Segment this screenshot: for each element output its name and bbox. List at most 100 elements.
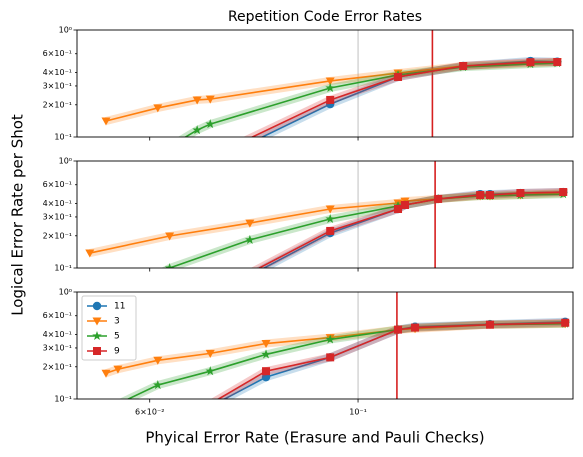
- plot-area: [101, 292, 570, 457]
- marker: [325, 83, 335, 93]
- plot-area: [101, 30, 563, 229]
- marker: [86, 371, 94, 379]
- marker: [193, 165, 201, 173]
- marker: [326, 95, 335, 104]
- y-tick-label: 2×10⁻¹: [43, 231, 72, 240]
- legend-label: 3: [114, 317, 120, 327]
- marker: [206, 153, 214, 161]
- marker: [192, 125, 202, 135]
- plot-area: [85, 161, 569, 389]
- y-tick-label: 2×10⁻¹: [43, 362, 72, 371]
- legend-marker: [92, 317, 102, 326]
- marker: [193, 161, 201, 169]
- legend-box: [81, 295, 137, 361]
- marker: [526, 58, 535, 67]
- marker: [561, 318, 570, 327]
- series-line: [105, 322, 566, 375]
- legend-label: 9: [114, 347, 120, 357]
- y-tick-label: 2×10⁻¹: [43, 100, 72, 109]
- legend-marker: [92, 331, 102, 341]
- x-tick-label: 10⁻¹: [349, 408, 367, 417]
- y-tick-label: 6×10⁻¹: [43, 180, 72, 189]
- marker: [101, 117, 111, 126]
- marker: [101, 369, 111, 378]
- marker: [205, 349, 215, 358]
- marker: [154, 189, 162, 197]
- marker: [485, 320, 494, 329]
- marker: [325, 77, 335, 86]
- legend-marker: [93, 347, 101, 355]
- marker: [114, 427, 122, 435]
- marker: [102, 438, 110, 446]
- y-tick-label: 6×10⁻¹: [43, 49, 72, 58]
- marker: [261, 349, 271, 359]
- axes-frame: [76, 291, 574, 400]
- marker: [86, 381, 94, 389]
- marker: [394, 72, 403, 81]
- marker: [205, 95, 215, 104]
- y-tick-label: 10⁻¹: [54, 395, 72, 404]
- x-tick-label: 6×10⁻²: [135, 408, 164, 417]
- marker: [153, 104, 163, 113]
- y-tick-label: 4×10⁻¹: [43, 330, 72, 339]
- marker: [206, 402, 214, 410]
- y-tick-label: 4×10⁻¹: [43, 68, 72, 77]
- marker: [117, 398, 118, 399]
- marker: [411, 323, 420, 332]
- marker: [153, 380, 163, 390]
- confidence-band: [104, 319, 566, 378]
- legend-marker: [92, 301, 102, 311]
- marker: [114, 444, 122, 452]
- marker: [245, 234, 255, 244]
- marker: [326, 226, 335, 235]
- marker: [325, 334, 335, 344]
- marker: [261, 340, 271, 349]
- axes-frame: [76, 29, 574, 138]
- marker: [164, 263, 175, 268]
- marker: [101, 404, 111, 413]
- marker: [154, 182, 162, 190]
- y-tick-label: 10⁰: [59, 157, 72, 166]
- marker: [262, 367, 271, 376]
- y-tick-label: 3×10⁻¹: [43, 81, 72, 90]
- marker: [205, 119, 216, 129]
- marker: [485, 191, 494, 200]
- marker: [166, 307, 174, 315]
- marker: [434, 194, 443, 203]
- y-tick-label: 4×10⁻¹: [43, 199, 72, 208]
- marker: [246, 271, 254, 279]
- marker: [165, 232, 175, 241]
- marker: [245, 219, 255, 228]
- marker: [205, 366, 216, 376]
- y-tick-label: 10⁰: [59, 288, 72, 297]
- legend-label: 11: [114, 302, 125, 312]
- y-tick-label: 3×10⁻¹: [43, 343, 72, 352]
- marker: [85, 249, 95, 258]
- marker: [165, 313, 173, 321]
- marker: [559, 188, 568, 197]
- y-tick-label: 10⁻¹: [54, 264, 72, 273]
- y-tick-label: 10⁰: [59, 26, 72, 35]
- legend-label: 5: [114, 332, 120, 342]
- marker: [102, 208, 110, 216]
- marker: [101, 164, 111, 173]
- marker: [516, 189, 525, 198]
- marker: [394, 204, 403, 213]
- marker: [246, 269, 254, 277]
- marker: [553, 58, 562, 67]
- y-tick-label: 6×10⁻¹: [43, 311, 72, 320]
- confidence-band: [118, 319, 566, 399]
- marker: [153, 149, 163, 158]
- marker: [153, 356, 163, 365]
- marker: [476, 191, 485, 200]
- x-axis-label: Phyical Error Rate (Erasure and Pauli Ch…: [145, 429, 484, 447]
- marker: [192, 96, 202, 105]
- marker: [325, 205, 335, 214]
- axes-frame: [76, 160, 574, 269]
- series-line: [217, 321, 566, 399]
- marker: [459, 61, 468, 70]
- marker: [102, 221, 110, 229]
- marker: [394, 325, 403, 334]
- marker: [102, 451, 110, 457]
